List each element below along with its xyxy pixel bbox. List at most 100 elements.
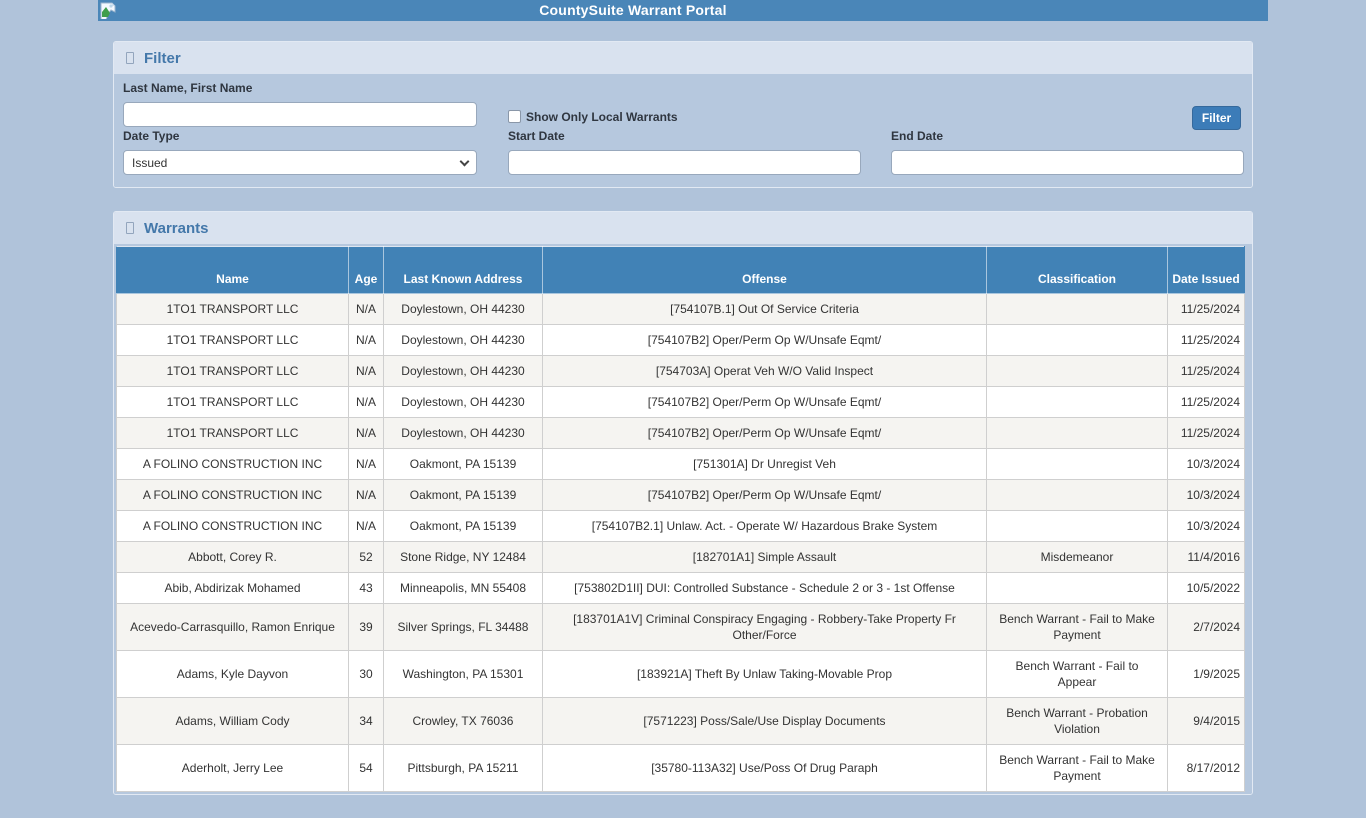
- column-header-address: Last Known Address: [383, 246, 543, 294]
- cell-name: 1TO1 TRANSPORT LLC: [116, 417, 349, 449]
- cell-offense: [183921A] Theft By Unlaw Taking-Movable …: [542, 650, 987, 698]
- cell-classification: [986, 324, 1168, 356]
- table-row: 1TO1 TRANSPORT LLC N/A Doylestown, OH 4423…: [116, 355, 1245, 387]
- cell-offense: [754107B2.1] Unlaw. Act. - Operate W/ Ha…: [542, 510, 987, 542]
- cell-date-issued: 1/9/2025: [1167, 650, 1245, 698]
- cell-address: Doylestown, OH 44230: [383, 386, 543, 418]
- table-row: 1TO1 TRANSPORT LLC N/A Doylestown, OH 4423…: [116, 324, 1245, 356]
- cell-offense: [754107B2] Oper/Perm Op W/Unsafe Eqmt/: [542, 386, 987, 418]
- table-row: Adams, Kyle Dayvon 30 Washington, PA 15301…: [116, 650, 1245, 698]
- cell-name: Abib, Abdirizak Mohamed: [116, 572, 349, 604]
- cell-address: Doylestown, OH 44230: [383, 324, 543, 356]
- column-header-date-issued: Date Issued: [1167, 246, 1245, 294]
- cell-name: Aderholt, Jerry Lee: [116, 744, 349, 792]
- cell-address: Doylestown, OH 44230: [383, 355, 543, 387]
- warrants-panel-body: Name Age Last Known Address Offense Clas…: [114, 244, 1252, 794]
- cell-date-issued: 10/5/2022: [1167, 572, 1245, 604]
- filter-panel-title: Filter: [144, 49, 181, 67]
- cell-name: Adams, William Cody: [116, 697, 349, 745]
- cell-age: N/A: [348, 324, 384, 356]
- table-row: 1TO1 TRANSPORT LLC N/A Doylestown, OH 4423…: [116, 386, 1245, 418]
- show-local-label[interactable]: Show Only Local Warrants: [526, 110, 678, 124]
- name-input[interactable]: [123, 102, 477, 127]
- cell-classification: Bench Warrant - Fail to Appear: [986, 650, 1168, 698]
- cell-date-issued: 10/3/2024: [1167, 448, 1245, 480]
- cell-date-issued: 11/25/2024: [1167, 417, 1245, 449]
- cell-classification: [986, 355, 1168, 387]
- table-row: Abbott, Corey R. 52 Stone Ridge, NY 12484[…: [116, 541, 1245, 573]
- cell-age: N/A: [348, 448, 384, 480]
- start-date-label: Start Date: [508, 129, 565, 143]
- table-row: 1TO1 TRANSPORT LLC N/A Doylestown, OH 4423…: [116, 293, 1245, 325]
- cell-age: 52: [348, 541, 384, 573]
- warrants-panel-header: Warrants: [114, 212, 1252, 244]
- cell-offense: [7571223] Poss/Sale/Use Display Document…: [542, 697, 987, 745]
- filter-panel-header: Filter: [114, 42, 1252, 74]
- cell-offense: [754107B2] Oper/Perm Op W/Unsafe Eqmt/: [542, 417, 987, 449]
- cell-offense: [35780-113A32] Use/Poss Of Drug Paraph: [542, 744, 987, 792]
- cell-address: Doylestown, OH 44230: [383, 293, 543, 325]
- table-row: A FOLINO CONSTRUCTION INC N/A Oakmont, PA …: [116, 448, 1245, 480]
- cell-offense: [751301A] Dr Unregist Veh: [542, 448, 987, 480]
- column-header-classification: Classification: [986, 246, 1168, 294]
- end-date-input[interactable]: [891, 150, 1244, 175]
- table-header-row: Name Age Last Known Address Offense Clas…: [116, 246, 1245, 294]
- date-type-select-wrap: Issued: [123, 150, 477, 175]
- cell-name: 1TO1 TRANSPORT LLC: [116, 355, 349, 387]
- cell-name: 1TO1 TRANSPORT LLC: [116, 324, 349, 356]
- date-type-select[interactable]: Issued: [123, 150, 477, 175]
- cell-age: 39: [348, 603, 384, 651]
- main-content: Filter Last Name, First Name Show Only L…: [113, 41, 1253, 818]
- cell-classification: [986, 386, 1168, 418]
- cell-age: N/A: [348, 355, 384, 387]
- cell-address: Crowley, TX 76036: [383, 697, 543, 745]
- cell-age: 54: [348, 744, 384, 792]
- cell-name: A FOLINO CONSTRUCTION INC: [116, 448, 349, 480]
- cell-name: Abbott, Corey R.: [116, 541, 349, 573]
- cell-date-issued: 11/25/2024: [1167, 324, 1245, 356]
- cell-age: 43: [348, 572, 384, 604]
- table-row: Abib, Abdirizak Mohamed 43 Minneapolis, MN…: [116, 572, 1245, 604]
- cell-date-issued: 11/25/2024: [1167, 293, 1245, 325]
- cell-classification: Bench Warrant - Probation Violation: [986, 697, 1168, 745]
- cell-age: 34: [348, 697, 384, 745]
- cell-name: 1TO1 TRANSPORT LLC: [116, 386, 349, 418]
- app-title: CountySuite Warrant Portal: [539, 2, 727, 18]
- cell-classification: [986, 417, 1168, 449]
- show-local-checkbox[interactable]: [508, 110, 521, 123]
- cell-address: Oakmont, PA 15139: [383, 479, 543, 511]
- column-header-offense: Offense: [542, 246, 987, 294]
- cell-date-issued: 10/3/2024: [1167, 479, 1245, 511]
- cell-age: N/A: [348, 293, 384, 325]
- cell-age: N/A: [348, 510, 384, 542]
- warrants-panel-title: Warrants: [144, 219, 209, 237]
- cell-date-issued: 2/7/2024: [1167, 603, 1245, 651]
- cell-offense: [754107B2] Oper/Perm Op W/Unsafe Eqmt/: [542, 479, 987, 511]
- cell-address: Silver Springs, FL 34488: [383, 603, 543, 651]
- cell-date-issued: 8/17/2012: [1167, 744, 1245, 792]
- cell-name: Adams, Kyle Dayvon: [116, 650, 349, 698]
- cell-offense: [754703A] Operat Veh W/O Valid Inspect: [542, 355, 987, 387]
- table-row: Adams, William Cody 34 Crowley, TX 76036 [7…: [116, 697, 1245, 745]
- cell-classification: [986, 293, 1168, 325]
- cell-name: A FOLINO CONSTRUCTION INC: [116, 510, 349, 542]
- cell-offense: [182701A1] Simple Assault: [542, 541, 987, 573]
- cell-address: Washington, PA 15301: [383, 650, 543, 698]
- warrants-table-body: 1TO1 TRANSPORT LLC N/A Doylestown, OH 4423…: [116, 293, 1245, 792]
- cell-classification: Misdemeanor: [986, 541, 1168, 573]
- cell-classification: Bench Warrant - Fail to Make Payment: [986, 744, 1168, 792]
- cell-address: Doylestown, OH 44230: [383, 417, 543, 449]
- cell-date-issued: 11/4/2016: [1167, 541, 1245, 573]
- start-date-input[interactable]: [508, 150, 861, 175]
- column-header-name: Name: [116, 246, 349, 294]
- cell-name: Acevedo-Carrasquillo, Ramon Enrique: [116, 603, 349, 651]
- column-header-age: Age: [348, 246, 384, 294]
- filter-button[interactable]: Filter: [1192, 106, 1241, 130]
- table-row: 1TO1 TRANSPORT LLC N/A Doylestown, OH 4423…: [116, 417, 1245, 449]
- cell-address: Oakmont, PA 15139: [383, 510, 543, 542]
- filter-panel-body: Last Name, First Name Show Only Local Wa…: [114, 74, 1252, 187]
- cell-offense: [183701A1V] Criminal Conspiracy Engaging…: [542, 603, 987, 651]
- cell-age: N/A: [348, 417, 384, 449]
- cell-address: Pittsburgh, PA 15211: [383, 744, 543, 792]
- end-date-label: End Date: [891, 129, 944, 143]
